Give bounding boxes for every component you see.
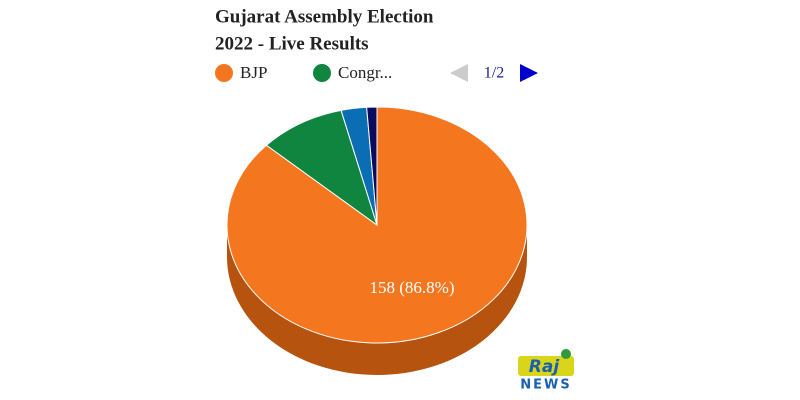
logo: Raj NEWS [518, 349, 574, 393]
pie-slice [265, 109, 378, 227]
legend-label: BJP [240, 63, 267, 82]
logo-top: Raj [529, 357, 561, 377]
legend-label: Congr... [338, 63, 392, 82]
legend-next[interactable] [520, 64, 538, 82]
data-label: 158 (86.8%) [370, 278, 455, 297]
logo-dot [561, 349, 571, 359]
pie-slice [366, 106, 378, 226]
chart-title: Gujarat Assembly Election [215, 6, 434, 27]
legend-page: 1/2 [484, 65, 504, 82]
legend-prev[interactable] [450, 64, 468, 82]
legend-swatch [313, 64, 331, 82]
logo-bottom: NEWS [520, 378, 571, 393]
logo-box [518, 356, 574, 376]
pie-side [227, 225, 527, 375]
chart-subtitle: 2022 - Live Results [215, 33, 369, 54]
legend-swatch [215, 64, 233, 82]
pie-slice [226, 106, 528, 344]
